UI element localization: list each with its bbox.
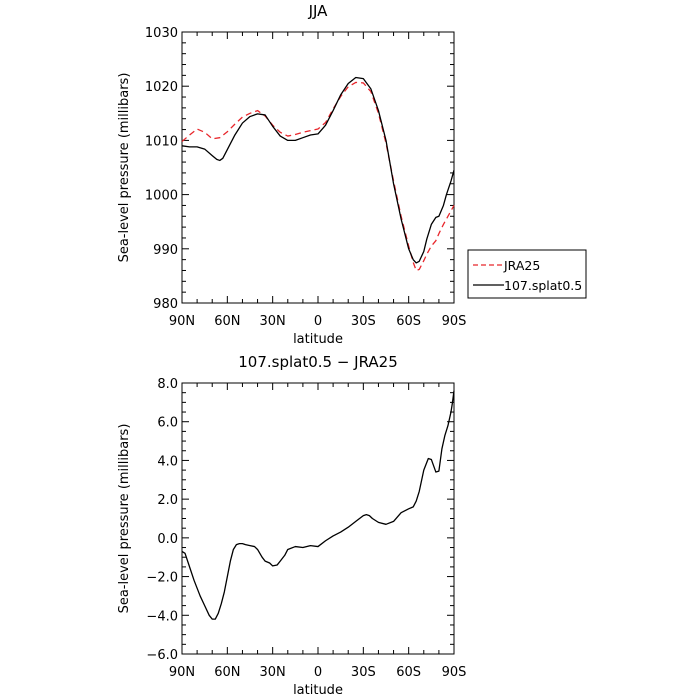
legend-label-0: JRA25 (503, 258, 540, 273)
chart-1-x-tick-label: 90N (169, 665, 195, 680)
chart-panel-difference: 90N 60N 30N 0 30S 60S 90S −6.0 −4.0 −2.0 0.0 2.0 4.0… (117, 353, 466, 698)
chart-1-x-tick-label: 60N (214, 665, 240, 680)
chart-1-x-tick-label: 0 (314, 665, 322, 680)
chart-1-y-tick-label: −4.0 (146, 609, 178, 624)
chart-0-y-tick-label: 1010 (145, 134, 178, 149)
chart-1-y-tick-label: 0.0 (157, 532, 178, 547)
chart-0-x-tick-label: 30N (260, 314, 286, 329)
legend-box (467, 249, 587, 299)
chart-0-y-tick-label: 1020 (145, 80, 178, 95)
chart-0-title: JJA (308, 2, 329, 20)
chart-1-y-axis-label: Sea-level pressure (millibars) (117, 424, 132, 614)
chart-1-x-tick-label: 30S (351, 665, 376, 680)
chart-0-x-tick-label: 30S (351, 314, 376, 329)
chart-0-series-line-1 (181, 76, 455, 264)
chart-0-plot-frame (181, 31, 455, 304)
legend: JRA25 107.splat0.5 (467, 249, 587, 299)
chart-1-x-tick-label: 90S (442, 665, 467, 680)
chart-1-y-tick-label: 4.0 (157, 454, 178, 469)
chart-0-x-tick-label: 60N (214, 314, 240, 329)
chart-0-x-tick-label: 90N (169, 314, 195, 329)
chart-1-series-line-0 (181, 390, 455, 620)
chart-0-y-tick-label: 990 (153, 243, 178, 258)
chart-0-y-tick-label: 1000 (145, 189, 178, 204)
chart-1-x-tick-label: 30N (260, 665, 286, 680)
chart-1-x-tick-label: 60S (396, 665, 421, 680)
chart-0-y-tick-label: 1030 (145, 26, 178, 41)
legend-label-1: 107.splat0.5 (504, 278, 582, 293)
chart-0-series-line-0 (181, 81, 455, 272)
chart-0-x-tick-label: 0 (314, 314, 322, 329)
chart-1-x-axis-label: latitude (293, 683, 343, 698)
chart-0-x-tick-label: 90S (442, 314, 467, 329)
chart-1-y-tick-label: −6.0 (146, 648, 178, 663)
chart-1-y-tick-label: 8.0 (157, 377, 178, 392)
chart-0-y-tick-label: 980 (153, 297, 178, 312)
chart-1-y-tick-label: 2.0 (157, 493, 178, 508)
chart-1-y-tick-label: 6.0 (157, 416, 178, 431)
chart-0-x-tick-label: 60S (396, 314, 421, 329)
chart-0-x-axis-label: latitude (293, 332, 343, 347)
chart-1-y-tick-label: −2.0 (146, 571, 178, 586)
chart-panel-sea-level-pressure: 90N 60N 30N 0 30S 60S 90S 980 990 1000 1010 1020 103… (117, 2, 466, 347)
chart-1-title: 107.splat0.5 − JRA25 (238, 353, 398, 371)
chart-0-y-axis-label: Sea-level pressure (millibars) (117, 73, 132, 263)
chart-1-plot-frame (181, 382, 455, 655)
